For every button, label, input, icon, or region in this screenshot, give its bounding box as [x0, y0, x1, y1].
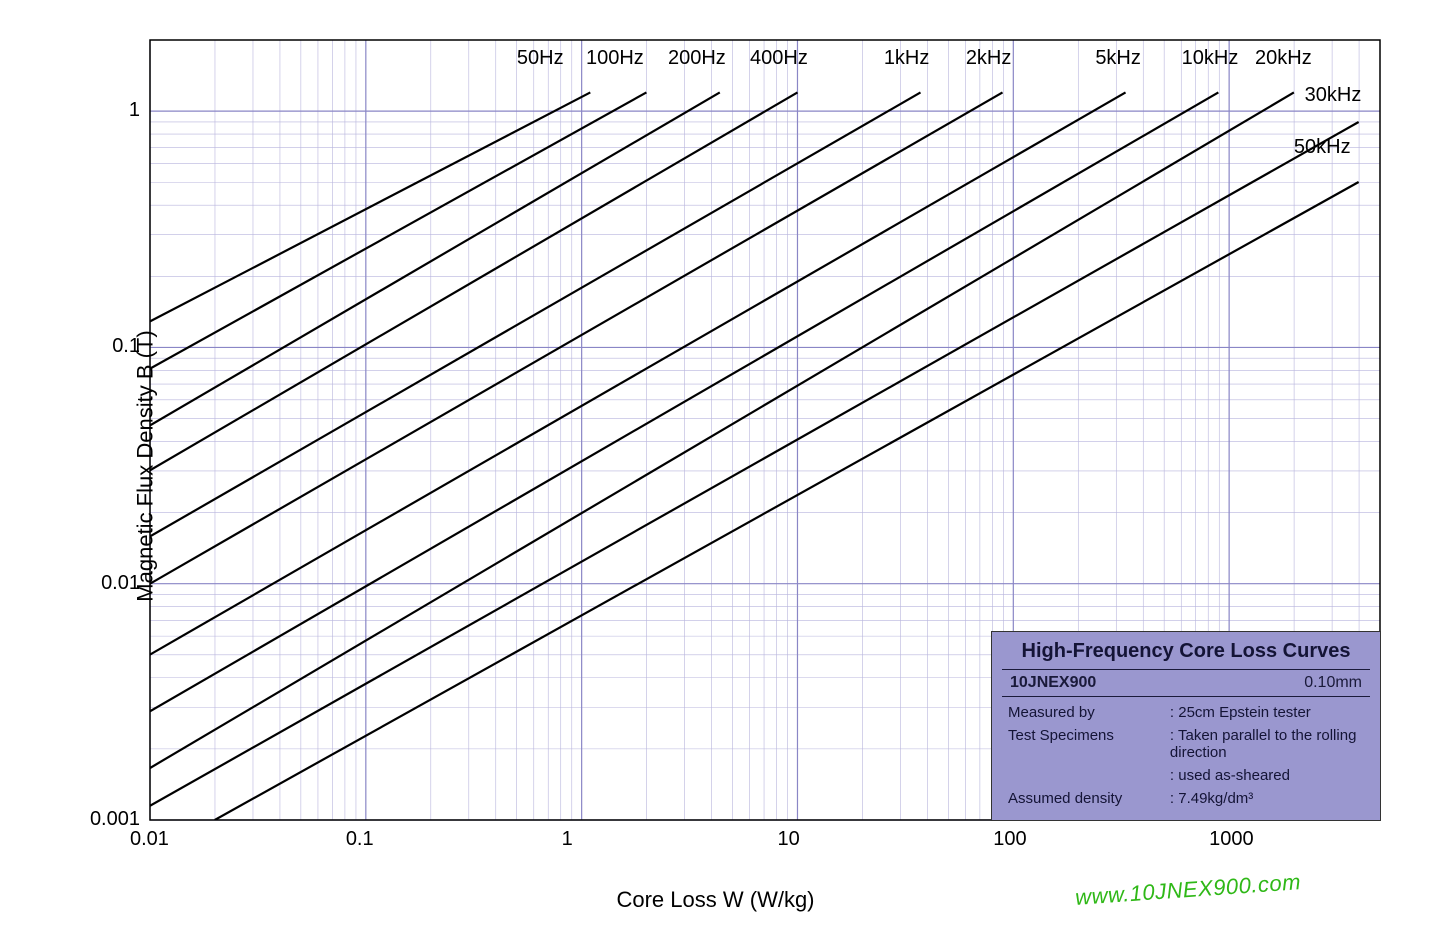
infobox-val: : 7.49kg/dm³	[1164, 787, 1370, 810]
infobox-thickness: 0.10mm	[1304, 674, 1362, 692]
x-tick-label: 100	[993, 828, 1026, 851]
y-tick-label: 0.001	[90, 808, 140, 831]
curve-label: 50kHz	[1294, 136, 1351, 159]
infobox-product: 10JNEX900	[1010, 674, 1096, 692]
infobox-key	[1002, 764, 1164, 787]
infobox-val: : 25cm Epstein tester	[1164, 701, 1370, 724]
infobox-key: Assumed density	[1002, 787, 1164, 810]
x-axis-label: Core Loss W (W/kg)	[616, 887, 814, 913]
x-tick-label: 1000	[1209, 828, 1254, 851]
curve-label: 30kHz	[1305, 84, 1362, 107]
curve-label: 10kHz	[1182, 47, 1239, 70]
curve-label: 1kHz	[884, 47, 930, 70]
curve-label: 50Hz	[517, 47, 564, 70]
x-tick-label: 0.1	[346, 828, 374, 851]
curve-label: 200Hz	[668, 47, 726, 70]
x-tick-label: 10	[777, 828, 799, 851]
curve-label: 2kHz	[966, 47, 1012, 70]
curve-label: 100Hz	[586, 47, 644, 70]
y-tick-label: 1	[129, 99, 140, 122]
infobox-val: : used as-sheared	[1164, 764, 1370, 787]
infobox-key: Measured by	[1002, 701, 1164, 724]
y-axis-label: Magnetic Flux Density B (T)	[133, 330, 159, 601]
y-tick-label: 0.01	[101, 572, 140, 595]
x-tick-label: 1	[562, 828, 573, 851]
x-tick-label: 0.01	[130, 828, 169, 851]
curve-label: 400Hz	[750, 47, 808, 70]
y-tick-label: 0.1	[112, 335, 140, 358]
curve-label: 20kHz	[1255, 47, 1312, 70]
infobox-val: : Taken parallel to the rolling directio…	[1164, 724, 1370, 764]
curve-label: 5kHz	[1095, 47, 1141, 70]
infobox-key: Test Specimens	[1002, 724, 1164, 764]
info-box: High-Frequency Core Loss Curves 10JNEX90…	[991, 631, 1381, 821]
infobox-title: High-Frequency Core Loss Curves	[1002, 638, 1370, 670]
